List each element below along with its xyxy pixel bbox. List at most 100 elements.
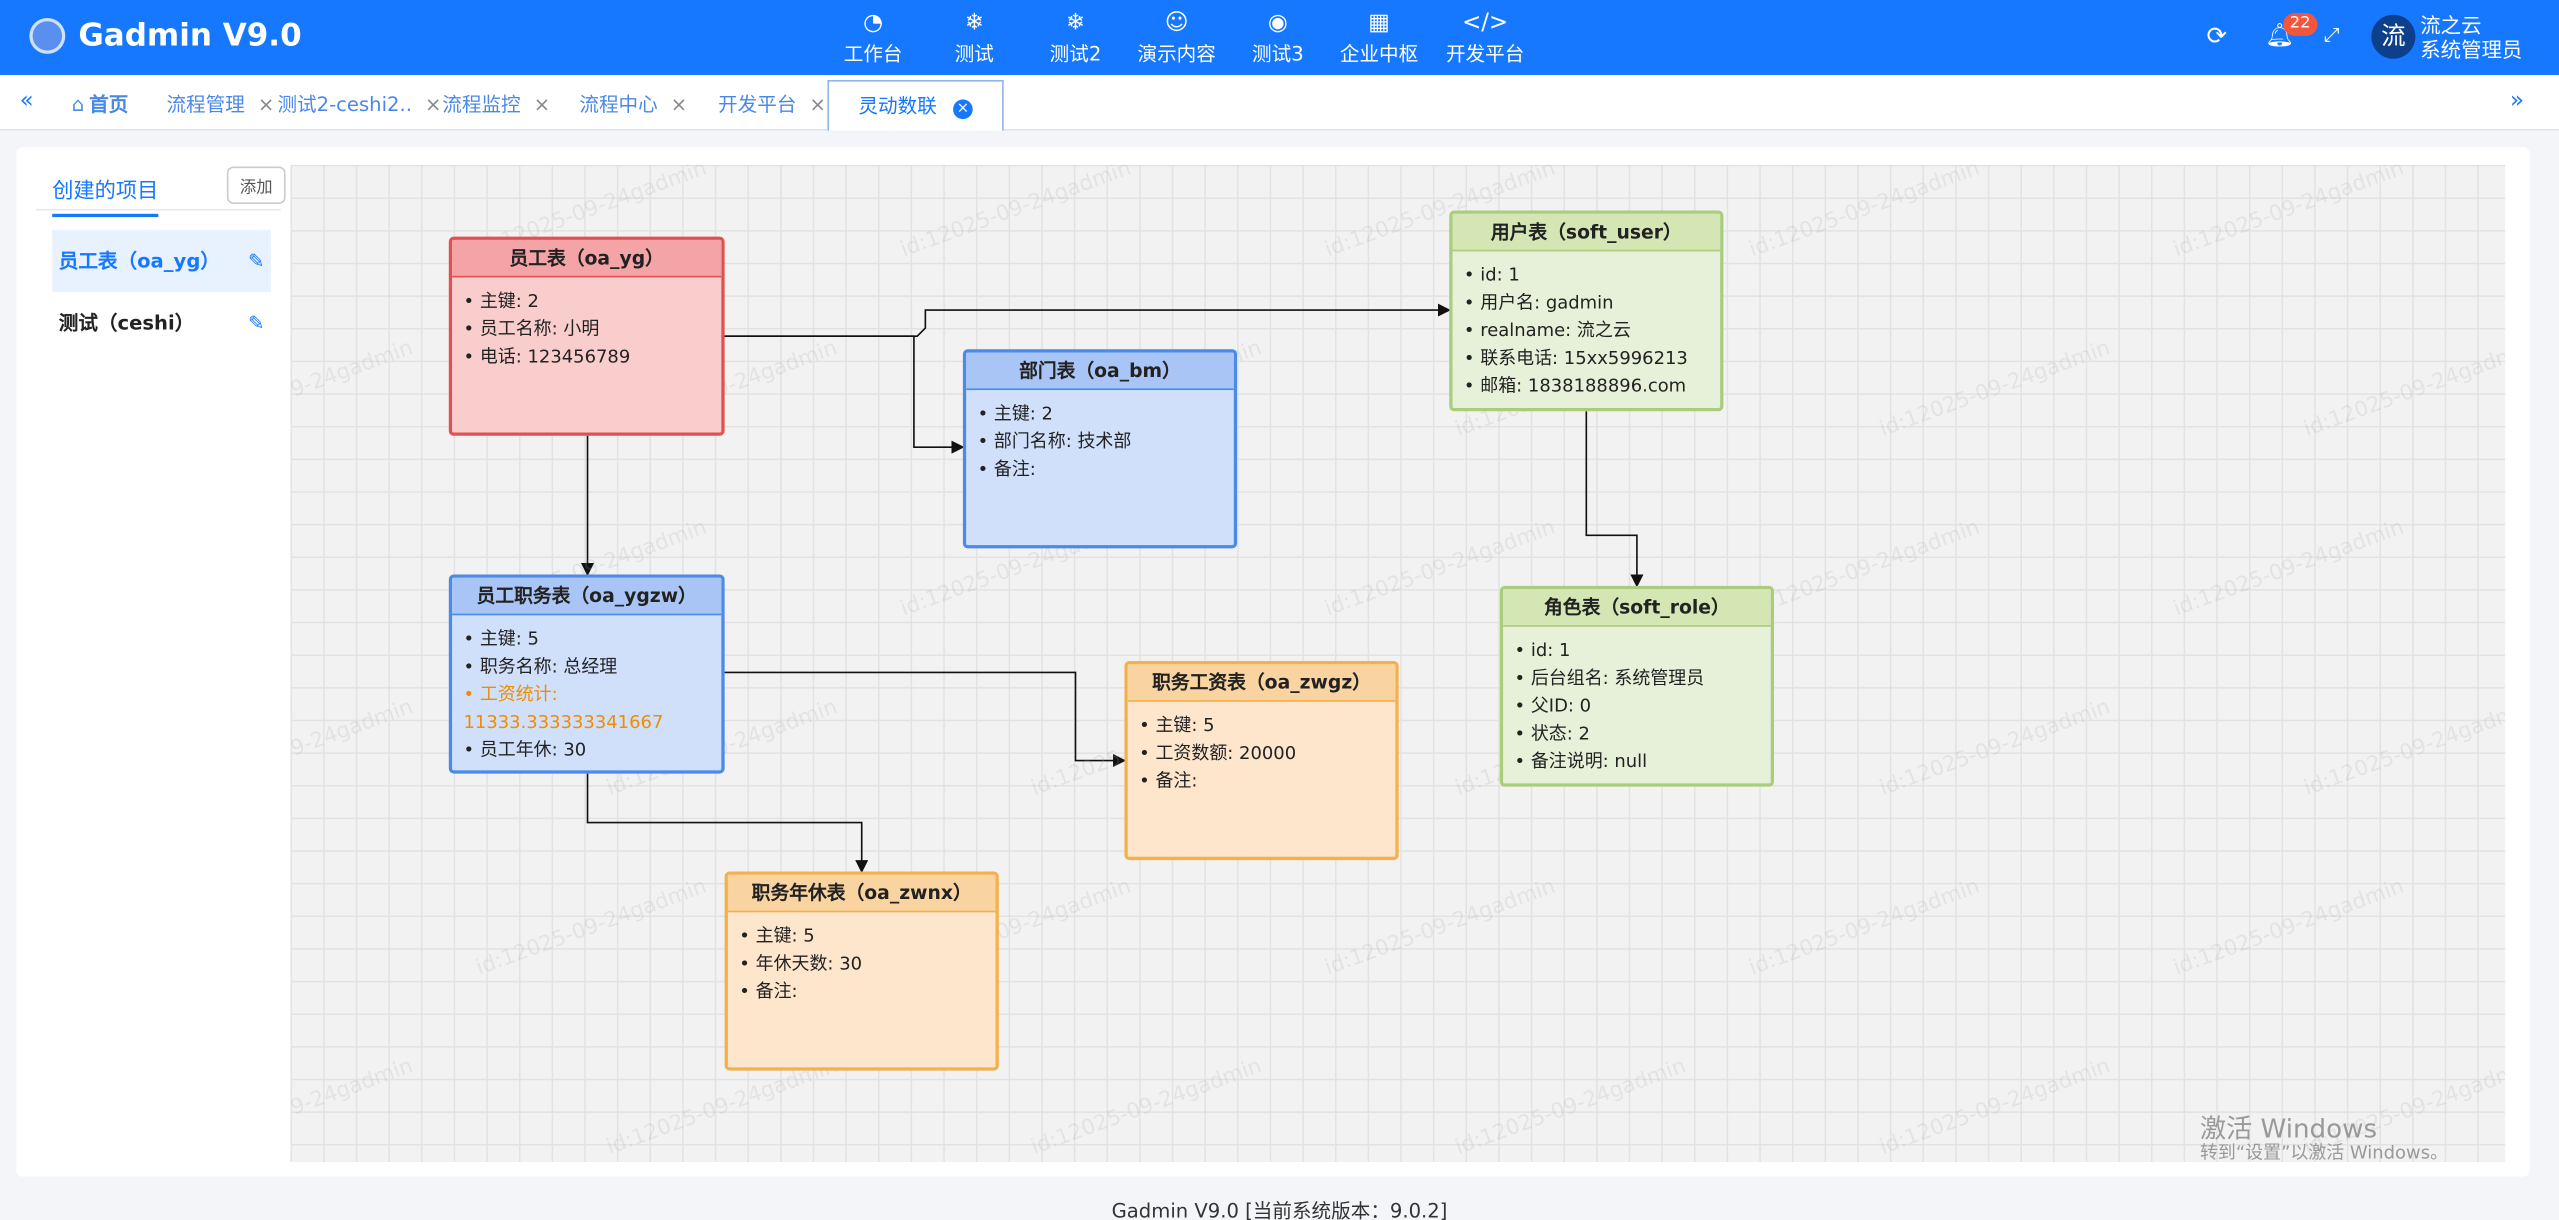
user-info[interactable]: 流之云 系统管理员 [2420,13,2522,62]
tab-close[interactable]: × [809,93,826,116]
field: 备注: [1139,767,1395,795]
home-icon: ⌂ [71,93,85,116]
activation-title: 激活 Windows [2199,1113,2378,1145]
user-role: 系统管理员 [2420,37,2523,63]
tab[interactable]: ⌂ 首页 [72,75,129,129]
field: 备注: [978,455,1234,483]
item-label: 员工表（oa_yg） [58,249,220,273]
field: 主键: 2 [463,287,721,315]
field: 备注: [739,978,995,1006]
tab[interactable]: 流程管理 × [166,75,274,129]
table-node[interactable]: 用户表（soft_user） id: 1用户名: gadminrealname: … [1449,210,1724,412]
nav-icon: ◔ [863,9,884,36]
diagram-canvas: id:12025-09-24gadmin id:12025-09-24gadmin… [290,164,2506,1162]
nav-item[interactable]: ◔ 工作台 [816,10,930,67]
field-list: id: 1后台组名: 系统管理员父ID: 0状态: 2备注说明: null [1503,636,1771,775]
field: 职务名称: 总经理 [463,653,721,681]
nav-item[interactable]: ☺ 演示内容 [1120,10,1234,67]
table-node[interactable]: 职务年休表（oa_zwnx） 主键: 5年休天数: 30备注: [724,871,999,1071]
tab-close[interactable]: × [670,93,688,116]
tab-label: 流程管理 [166,93,245,116]
notification-badge: 22 [2283,13,2318,36]
activation-subtitle: 转到“设置”以激活 Windows。 [2199,1142,2449,1164]
nav-icon: </> [1462,9,1509,36]
field: 员工名称: 小明 [463,315,721,343]
node-title: 角色表（soft_role） [1503,589,1771,627]
nav-item[interactable]: ❄ 测试 [917,10,1031,67]
node-title: 职务工资表（oa_zwgz） [1127,664,1396,702]
sidebar-item[interactable]: 测试（ceshi） ✎ [52,292,271,354]
nav-icon: ☺ [1164,9,1189,36]
nav-label: 演示内容 [1137,42,1216,66]
tab-bar: « » ⌂ 首页 流程管理 × 测试2-ceshi2.. × 流程监控 × 流程中心 × 开发平台 ×… [0,75,2559,131]
edit-icon[interactable]: ✎ [247,249,265,273]
edit-icon[interactable]: ✎ [247,311,265,335]
nav-icon: ◉ [1267,9,1288,36]
node-title: 部门表（oa_bm） [966,352,1234,391]
field: 后台组名: 系统管理员 [1515,664,1771,692]
relation-edge [724,335,965,454]
field: realname: 流之云 [1464,317,1720,345]
field-list: id: 1用户名: gadminrealname: 流之云联系电话: 15xx5… [1452,261,1720,400]
nav-label: 工作台 [843,42,903,66]
sidebar-item[interactable]: 员工表（oa_yg） ✎ [52,230,271,293]
user-name: 流之云 [2420,13,2482,38]
add-button[interactable]: 添加 [226,166,286,205]
nav-item[interactable]: ❄ 测试2 [1018,10,1132,67]
field: id: 1 [1515,636,1771,664]
field: 工资统计: 11333.333333341667 [463,681,721,736]
table-node[interactable]: 员工职务表（oa_ygzw） 主键: 5职务名称: 总经理工资统计: 11333.… [448,574,725,774]
tab[interactable]: 灵动数联 × [827,79,1004,131]
field: 联系电话: 15xx5996213 [1464,344,1720,372]
tab-close[interactable]: × [953,99,973,120]
tab[interactable]: 开发平台 × [718,75,826,129]
header: Gadmin V9.0 ⟳ 🔔︎ 22 ⤢ 流 流之云 系统管理员 ◔ 工作台 ❄ 测试… [0,0,2559,76]
nav-icon: ❄ [964,9,984,36]
item-label: 测试（ceshi） [58,311,195,335]
tabs-right[interactable]: » [2510,88,2525,115]
app-title: Gadmin V9.0 [78,17,302,54]
table-node[interactable]: 角色表（soft_role） id: 1后台组名: 系统管理员父ID: 0状态: … [1499,585,1775,787]
field: 年休天数: 30 [739,950,995,978]
avatar[interactable]: 流 [2371,14,2416,59]
tab-close[interactable]: × [533,93,551,116]
relation-edge [724,303,1451,338]
tab[interactable]: 流程中心 × [579,75,687,129]
fullscreen-button[interactable]: ⤢ [2323,22,2340,46]
logo [29,17,66,54]
refresh-button[interactable]: ⟳ [2206,21,2228,51]
node-title: 用户表（soft_user） [1452,213,1721,252]
field: 备注说明: null [1515,747,1771,775]
content-card: 创建的项目 添加 id:12025-09-24gadmin id:12025-09… [16,146,2530,1177]
field: 邮箱: 1838188896.com [1464,372,1720,400]
nav-label: 测试3 [1252,42,1304,66]
nav-item[interactable]: </> 开发平台 [1428,10,1542,67]
nav-label: 测试2 [1049,42,1102,66]
tab[interactable]: 测试2-ceshi2.. × [277,75,441,129]
field: 工资数额: 20000 [1139,739,1395,767]
nav-item[interactable]: ▦ 企业中枢 [1322,10,1436,67]
field: 电话: 123456789 [463,343,721,371]
field-list: 主键: 5职务名称: 总经理工资统计: 11333.333333341667员工… [452,625,721,764]
tab-close[interactable]: × [424,93,442,116]
table-node[interactable]: 职务工资表（oa_zwgz） 主键: 5工资数额: 20000备注: [1124,660,1399,861]
nav-item[interactable]: ◉ 测试3 [1221,10,1335,67]
field: 状态: 2 [1515,720,1771,748]
tab-label: 测试2-ceshi2.. [277,93,412,116]
tab-label: 开发平台 [718,93,797,116]
tab[interactable]: 流程监控 × [442,75,550,129]
field: 主键: 5 [463,625,721,653]
field-list: 主键: 2部门名称: 技术部备注: [966,400,1234,483]
nav-icon: ❄ [1065,9,1086,36]
nav-icon: ▦ [1368,9,1390,36]
table-node[interactable]: 部门表（oa_bm） 主键: 2部门名称: 技术部备注: [962,349,1238,549]
relation-edge [586,773,869,874]
field: 主键: 5 [739,922,995,950]
divider [35,208,281,211]
table-node[interactable]: 员工表（oa_yg） 主键: 2员工名称: 小明电话: 123456789 [448,236,725,436]
tabs-left[interactable]: « [19,88,34,115]
field-list: 主键: 5年休天数: 30备注: [728,922,996,1005]
tab-close[interactable]: × [257,93,275,116]
sidebar-title: 创建的项目 [52,173,159,218]
